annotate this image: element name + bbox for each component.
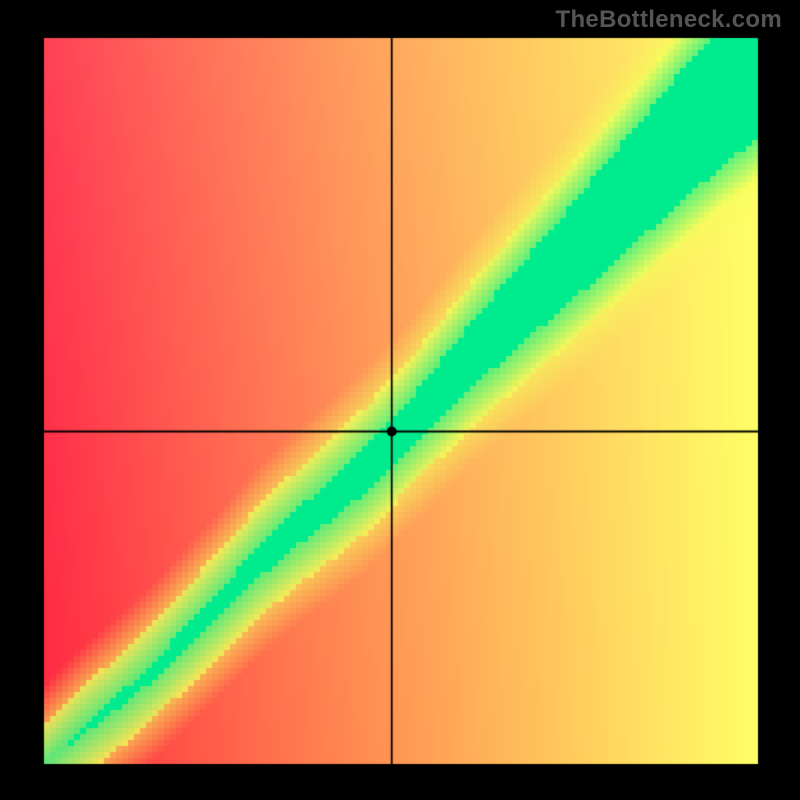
- chart-container: TheBottleneck.com: [0, 0, 800, 800]
- bottleneck-heatmap-canvas: [0, 0, 800, 800]
- watermark-text: TheBottleneck.com: [556, 6, 782, 34]
